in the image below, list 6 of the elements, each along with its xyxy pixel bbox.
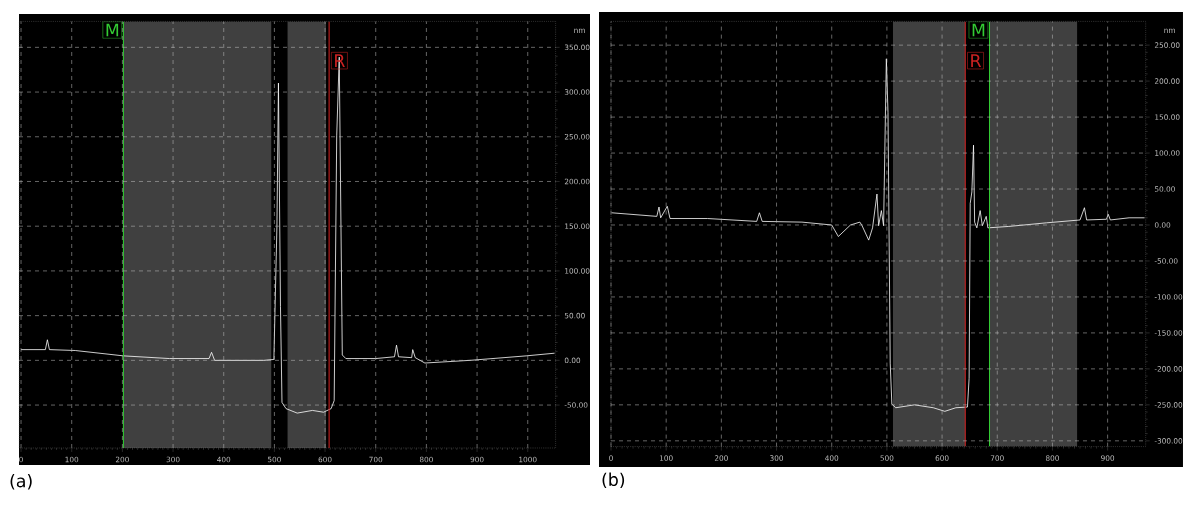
text: (a) [10, 474, 32, 490]
line-series [20, 56, 555, 414]
text: (b) [602, 472, 625, 489]
ref-line-label: R [971, 54, 982, 67]
ref-line-label: M [106, 23, 119, 37]
ref-line-label: M [972, 23, 985, 37]
